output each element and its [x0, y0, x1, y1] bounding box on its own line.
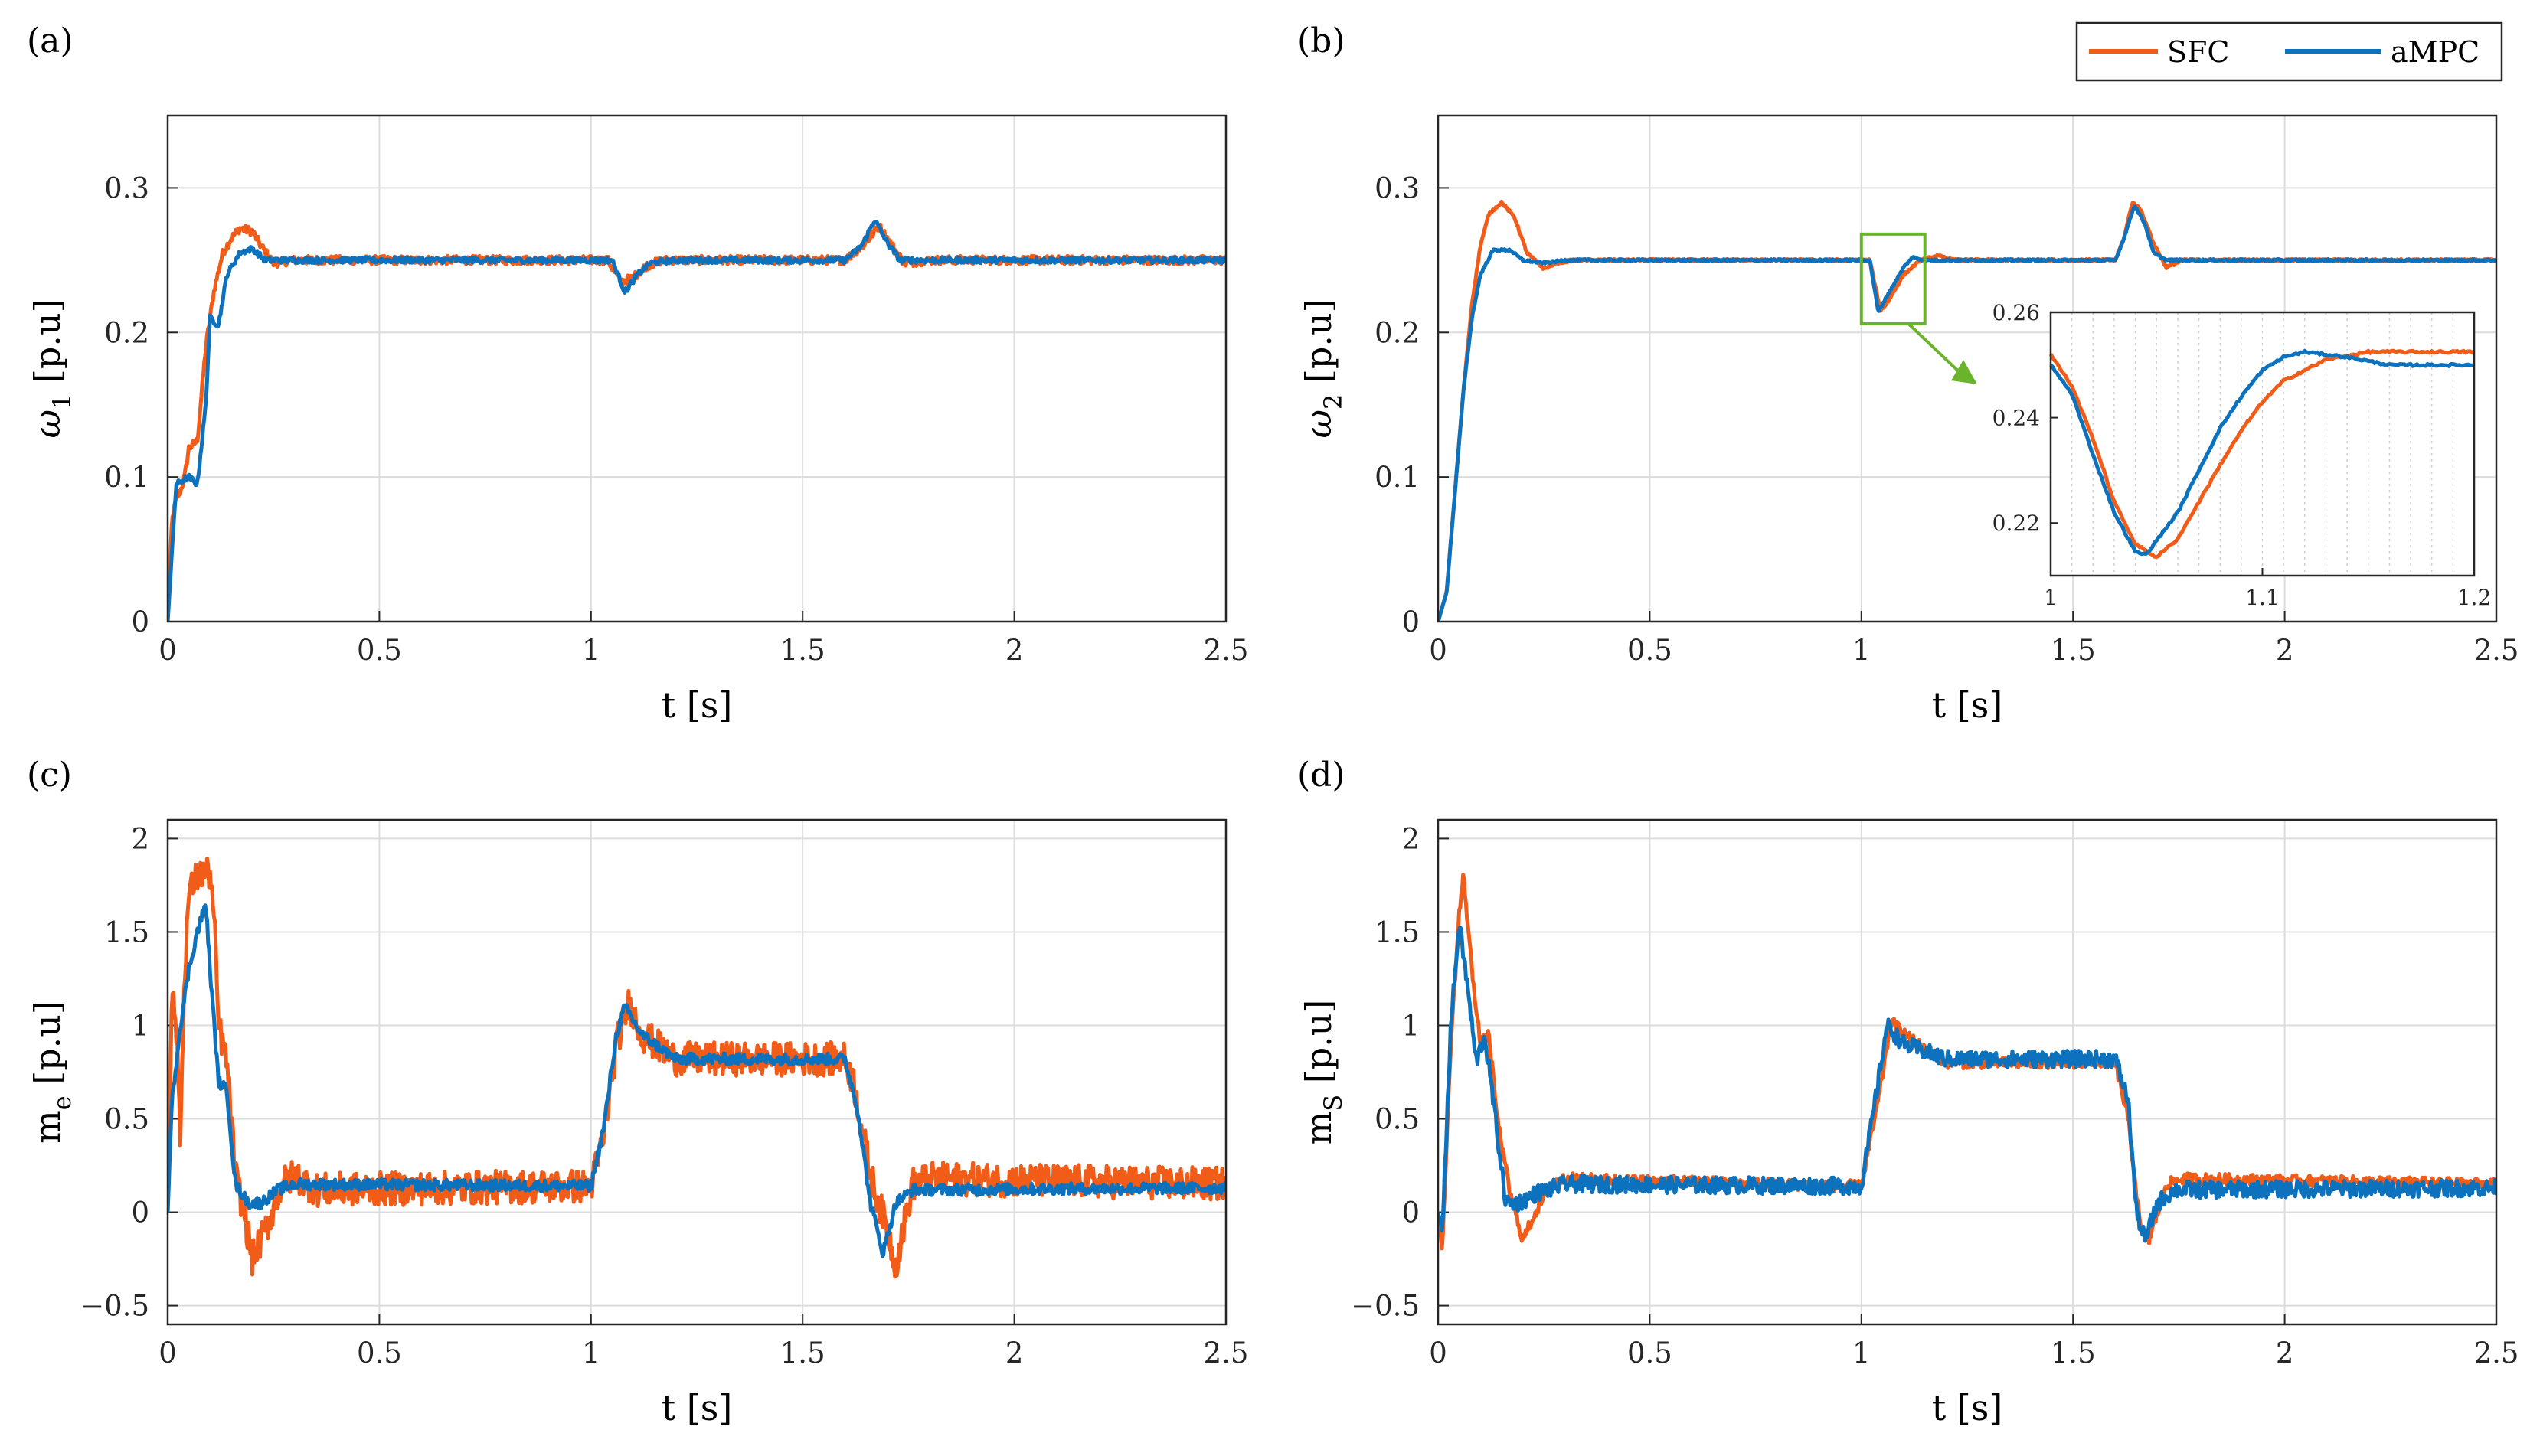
x-tick-label: 0: [159, 1337, 177, 1369]
y-tick-label: 0.2: [104, 316, 149, 349]
x-tick-label: 0.5: [1627, 1337, 1672, 1369]
inset-series-ampc-line: [2049, 348, 2475, 557]
x-tick-label: 0.5: [357, 1337, 402, 1369]
panel-d: 0 0.5 1 1.5 2 2.5 −0.5 0 0.5 1 1.5 2 (d) t [s] mS [p.u…: [1297, 756, 2519, 1428]
y-axis-label-sub: 2: [1319, 394, 1348, 410]
legend-sfc-label: SFC: [2167, 35, 2229, 69]
y-axis-label-unit: [p.u]: [27, 1001, 68, 1095]
series-ampc-line: [1438, 204, 2496, 622]
y-axis-label-unit: [p.u]: [1298, 299, 1339, 393]
y-axis-label-unit: [p.u]: [1298, 1000, 1339, 1095]
axes-box: [166, 818, 1228, 1326]
y-axis-label-main: ω: [27, 410, 68, 439]
inset-y-tick-label: 0.22: [1992, 511, 2040, 536]
inset-series-sfc-line: [2048, 348, 2476, 560]
y-tick-label: 0: [1401, 1196, 1420, 1229]
y-tick-label: 0: [131, 1196, 149, 1229]
y-axis-label: ω2 [p.u]: [1298, 299, 1348, 438]
x-tick-label: 0: [1429, 1337, 1447, 1369]
x-tick-label: 2.5: [2474, 634, 2519, 667]
x-tick-label: 1: [1852, 634, 1871, 667]
axes-box: [166, 114, 1228, 623]
panel-label: (b): [1297, 21, 1345, 60]
y-axis-label: mS [p.u]: [1298, 1000, 1348, 1145]
zoom-region-box: [1859, 232, 1927, 325]
x-tick-label: 2: [1005, 634, 1024, 667]
y-tick-label: −0.5: [80, 1290, 149, 1323]
inset-axes-box: [2049, 311, 2476, 577]
y-tick-label: 0: [131, 606, 149, 638]
x-tick-label: 2: [2276, 1337, 2294, 1369]
x-tick-label: 0: [159, 634, 177, 667]
y-tick-label: 0: [1401, 606, 1420, 638]
y-tick-label: 2: [1401, 822, 1420, 855]
y-tick-label: 1: [131, 1009, 149, 1042]
plot-area: [1438, 820, 2496, 1324]
inset-x-tick-label: 1.1: [2245, 585, 2280, 610]
x-axis-label: t [s]: [1932, 684, 2003, 726]
x-axis-label: t [s]: [1932, 1387, 2003, 1428]
x-tick-label: 2.5: [2474, 1337, 2519, 1369]
legend-ampc-label: aMPC: [2391, 35, 2480, 69]
y-tick-label: 0.1: [104, 461, 149, 494]
y-axis-label-sub: e: [47, 1095, 77, 1110]
y-axis-label-unit: [p.u]: [27, 299, 68, 393]
y-axis-label-sub: 1: [47, 394, 77, 410]
y-axis-label: me [p.u]: [27, 1001, 77, 1144]
y-tick-label: 0.1: [1375, 461, 1420, 494]
y-tick-label: 0.5: [1375, 1103, 1420, 1136]
y-axis-label-sub: S: [1319, 1095, 1348, 1112]
series-ampc-line: [168, 903, 1226, 1258]
x-tick-label: 2: [1005, 1337, 1024, 1369]
panel-b: 0 0.5 1 1.5 2 2.500.10.20.3(b)t [s]ω2 [p.u]1 1…: [1297, 21, 2519, 726]
plot-area: [168, 116, 1226, 622]
y-tick-label: −0.5: [1351, 1290, 1420, 1323]
inset-y-tick-label: 0.26: [1992, 300, 2040, 325]
panel-label: (d): [1297, 756, 1345, 795]
series-ampc-line: [168, 220, 1226, 622]
y-axis-label: ω1 [p.u]: [27, 299, 77, 438]
y-tick-label: 2: [131, 822, 149, 855]
x-tick-label: 1.5: [2051, 1337, 2096, 1369]
x-tick-label: 1.5: [2051, 634, 2096, 667]
zoom-arrow-head-icon: [1951, 360, 1977, 384]
x-tick-label: 1.5: [780, 1337, 825, 1369]
x-axis-label: t [s]: [662, 684, 733, 726]
x-tick-label: 1: [582, 634, 600, 667]
series-ampc-line: [1438, 925, 2496, 1243]
y-tick-label: 1.5: [104, 916, 149, 948]
axes-box: [1437, 818, 2498, 1326]
x-axis-label: t [s]: [662, 1387, 733, 1428]
x-tick-label: 0.5: [357, 634, 402, 667]
y-axis-label-main: m: [27, 1110, 68, 1144]
panel-c: 0 0.5 1 1.5 2 2.5 −0.5 0 0.5 1 1.5 2 (c) t [s] me [p.u…: [27, 756, 1248, 1428]
x-tick-label: 0: [1429, 634, 1447, 667]
panel-label: (c): [27, 756, 72, 795]
inset-plot: 1 1.1 1.2 0.22 0.24 0.26: [1992, 300, 2492, 610]
inset-y-tick-label: 0.24: [1992, 406, 2040, 431]
zoom-arrow-line: [1907, 322, 1966, 378]
y-tick-label: 1.5: [1375, 916, 1420, 948]
y-tick-label: 0.3: [104, 171, 149, 204]
axes-box: [1437, 114, 2498, 623]
x-tick-label: 2.5: [1204, 1337, 1249, 1369]
panel-label: (a): [27, 21, 74, 60]
y-tick-label: 0.2: [1375, 316, 1420, 349]
x-tick-label: 1: [582, 1337, 600, 1369]
y-axis-label-main: ω: [1298, 410, 1339, 439]
panel-a: 0 0.5 1 1.5 2 2.500.10.20.3(a)t [s]ω1 [p.u]: [27, 21, 1248, 726]
legend: SFC aMPC: [2075, 21, 2503, 82]
y-tick-label: 0.5: [104, 1103, 149, 1136]
y-tick-label: 0.3: [1375, 171, 1420, 204]
y-tick-label: 1: [1401, 1009, 1420, 1042]
x-tick-label: 1.5: [780, 634, 825, 667]
x-tick-label: 2.5: [1204, 634, 1249, 667]
inset-x-tick-label: 1.2: [2457, 585, 2492, 610]
inset-x-tick-label: 1: [2044, 585, 2058, 610]
x-tick-label: 1: [1852, 1337, 1871, 1369]
y-axis-label-main: m: [1298, 1112, 1339, 1145]
x-tick-label: 2: [2276, 634, 2294, 667]
x-tick-label: 0.5: [1627, 634, 1672, 667]
